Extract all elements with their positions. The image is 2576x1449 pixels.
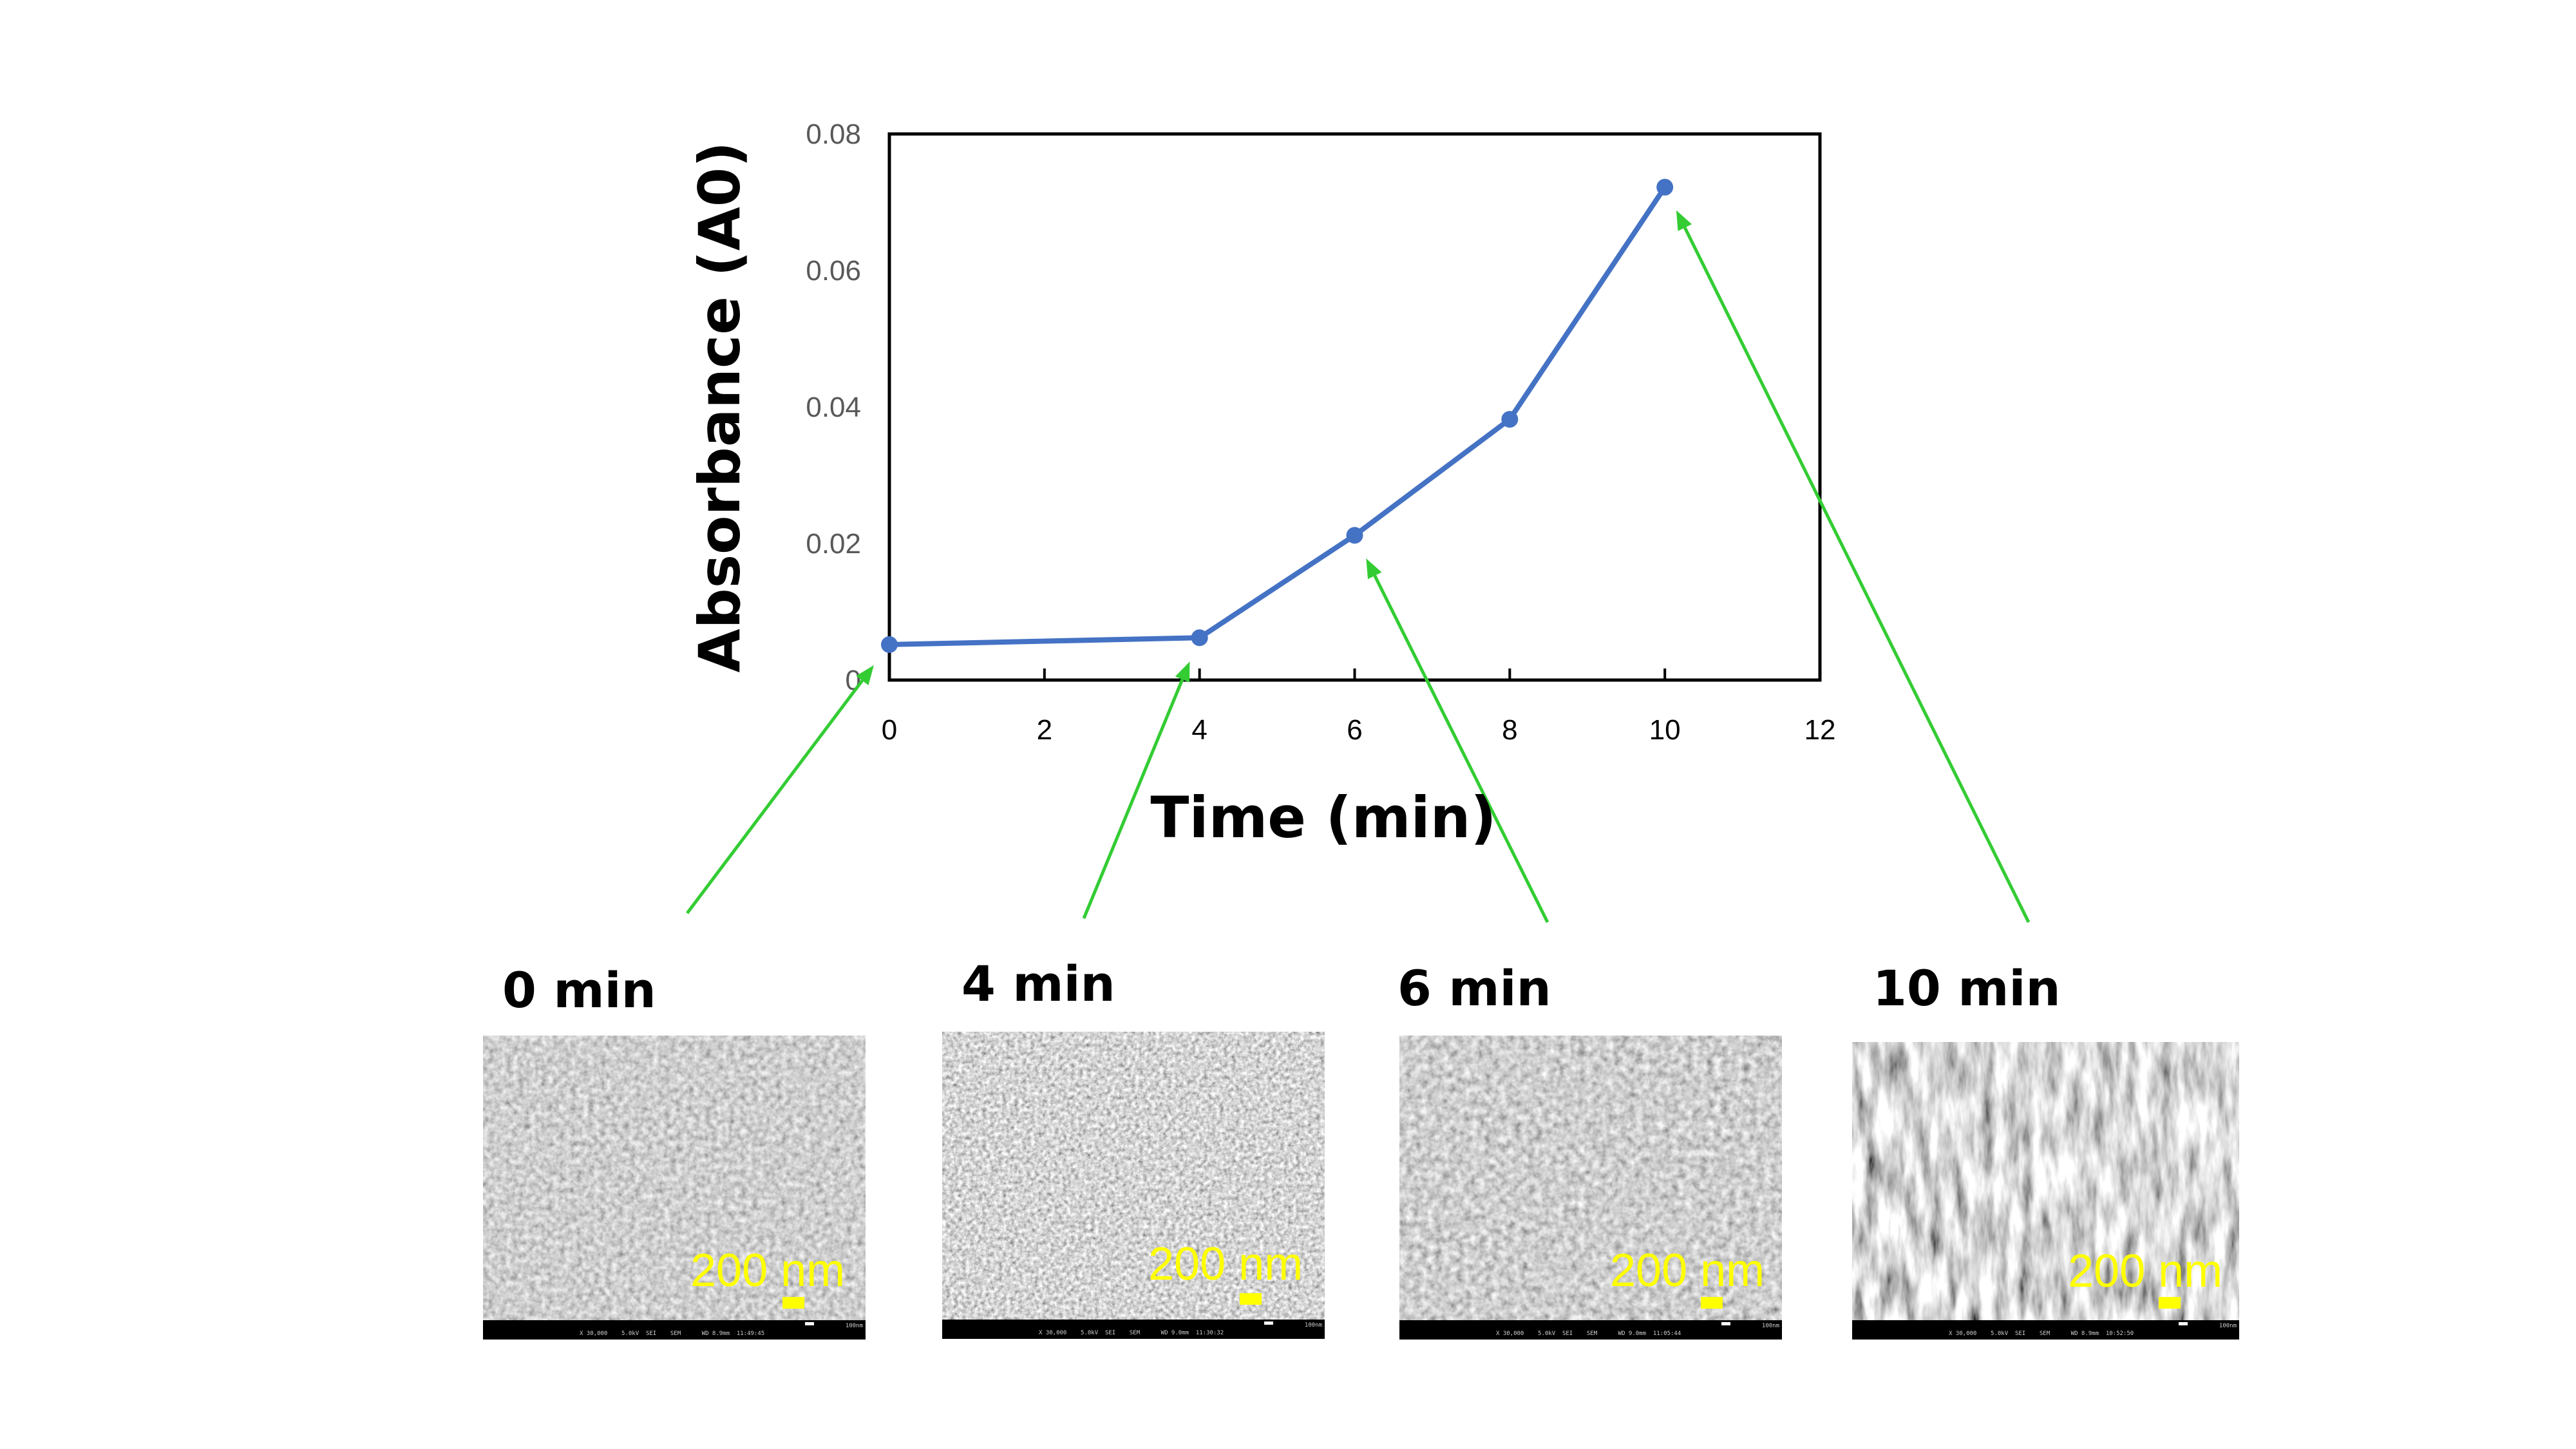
sem-image-4-min: 200 nm X 30,000 5.0kV SEI SEM WD 9.0mm 1…: [942, 1032, 1325, 1339]
panel-label-6-min: 6 min: [1397, 960, 1551, 1017]
x-axis-title: Time (min): [1150, 784, 1496, 851]
scale-bar: [782, 1297, 804, 1309]
x-tick-label: 12: [1804, 714, 1836, 746]
pointer-arrowhead: [1366, 558, 1382, 580]
data-point: [881, 636, 898, 653]
micron-marker: [805, 1322, 814, 1325]
x-tick-label: 10: [1649, 714, 1681, 746]
sem-micrograph-texture: [1852, 1042, 2239, 1320]
x-tick-label: 4: [1191, 714, 1207, 746]
pointer-arrow: [1683, 227, 2031, 923]
x-tick-label: 0: [882, 714, 897, 746]
pointer-arrowhead: [1175, 661, 1190, 683]
scale-bar-label: 200 nm: [1148, 1238, 1303, 1290]
y-tick-label: 0.06: [806, 255, 861, 287]
sem-info-text: X 30,000 5.0kV SEI SEM WD 9.0mm 11:30:32: [1039, 1330, 1224, 1336]
scale-bar-label: 200 nm: [1610, 1245, 1765, 1296]
y-axis-title: Absorbance (A0): [687, 142, 753, 673]
y-tick-label: 0.08: [806, 118, 861, 150]
panel-label-0-min: 0 min: [502, 961, 656, 1019]
panel-label-10-min: 10 min: [1873, 960, 2061, 1017]
x-tick-label: 8: [1502, 714, 1517, 746]
data-point: [1346, 527, 1363, 544]
scale-bar: [2159, 1297, 2181, 1309]
sem-info-text: X 30,000 5.0kV SEI SEM WD 9.0mm 11:05:44: [1496, 1331, 1681, 1337]
y-tick-label: 0.04: [806, 392, 861, 423]
scale-bar: [1701, 1297, 1723, 1309]
y-axis-ticks: 00.020.040.060.08: [806, 118, 861, 696]
sem-image-10-min: 200 nm X 30,000 5.0kV SEI SEM WD 8.9mm 1…: [1852, 1042, 2239, 1340]
pointer-arrow: [1373, 574, 1549, 923]
sem-micrograph-texture: [1399, 1036, 1782, 1320]
pointer-arrow: [1082, 679, 1184, 919]
micron-marker-label: 100nm: [1761, 1323, 1779, 1329]
x-axis-ticks: 0 2 4 6 8 10 12: [882, 668, 1836, 746]
y-tick-label: 0.02: [806, 528, 861, 560]
sem-micrograph-texture: [942, 1032, 1325, 1320]
sem-image-6-min: 200 nm X 30,000 5.0kV SEI SEM WD 9.0mm 1…: [1399, 1036, 1782, 1340]
panel-label-4-min: 4 min: [961, 955, 1115, 1012]
sem-info-bar: X 30,000 5.0kV SEI SEM WD 9.0mm 11:05:44…: [1399, 1320, 1782, 1340]
micron-marker: [1264, 1321, 1273, 1325]
sem-info-text: X 30,000 5.0kV SEI SEM WD 8.9mm 10:52:50: [1949, 1331, 2134, 1337]
sem-info-bar: X 30,000 5.0kV SEI SEM WD 8.9mm 11:49:45…: [483, 1320, 866, 1340]
sem-image-0-min: 200 nm X 30,000 5.0kV SEI SEM WD 8.9mm 1…: [483, 1036, 866, 1340]
micron-marker-label: 100nm: [845, 1323, 863, 1329]
pointer-arrow: [686, 679, 864, 914]
sem-info-bar: X 30,000 5.0kV SEI SEM WD 8.9mm 10:52:50…: [1852, 1320, 2239, 1340]
pointer-arrowhead: [856, 665, 874, 686]
sem-info-text: X 30,000 5.0kV SEI SEM WD 8.9mm 11:49:45: [580, 1331, 765, 1337]
micron-marker-label: 100nm: [2219, 1323, 2237, 1329]
sem-micrograph-texture: [483, 1036, 866, 1320]
scale-bar-label: 200 nm: [690, 1245, 846, 1296]
micron-marker-label: 100nm: [1304, 1322, 1322, 1329]
x-tick-label: 6: [1347, 714, 1362, 746]
arrow-layer: [686, 210, 2031, 923]
data-point: [1191, 629, 1208, 647]
data-point: [1501, 411, 1519, 428]
x-tick-label: 2: [1037, 714, 1052, 746]
micron-marker: [1721, 1322, 1730, 1325]
series-line: [889, 185, 1667, 647]
data-point: [1656, 178, 1674, 196]
series-layer: [881, 178, 1674, 653]
scale-bar-label: 200 nm: [2068, 1245, 2223, 1297]
sem-info-bar: X 30,000 5.0kV SEI SEM WD 9.0mm 11:30:32…: [942, 1320, 1325, 1339]
pointer-arrowhead: [1676, 210, 1692, 231]
scale-bar: [1240, 1293, 1262, 1305]
micron-marker: [2179, 1322, 2188, 1325]
